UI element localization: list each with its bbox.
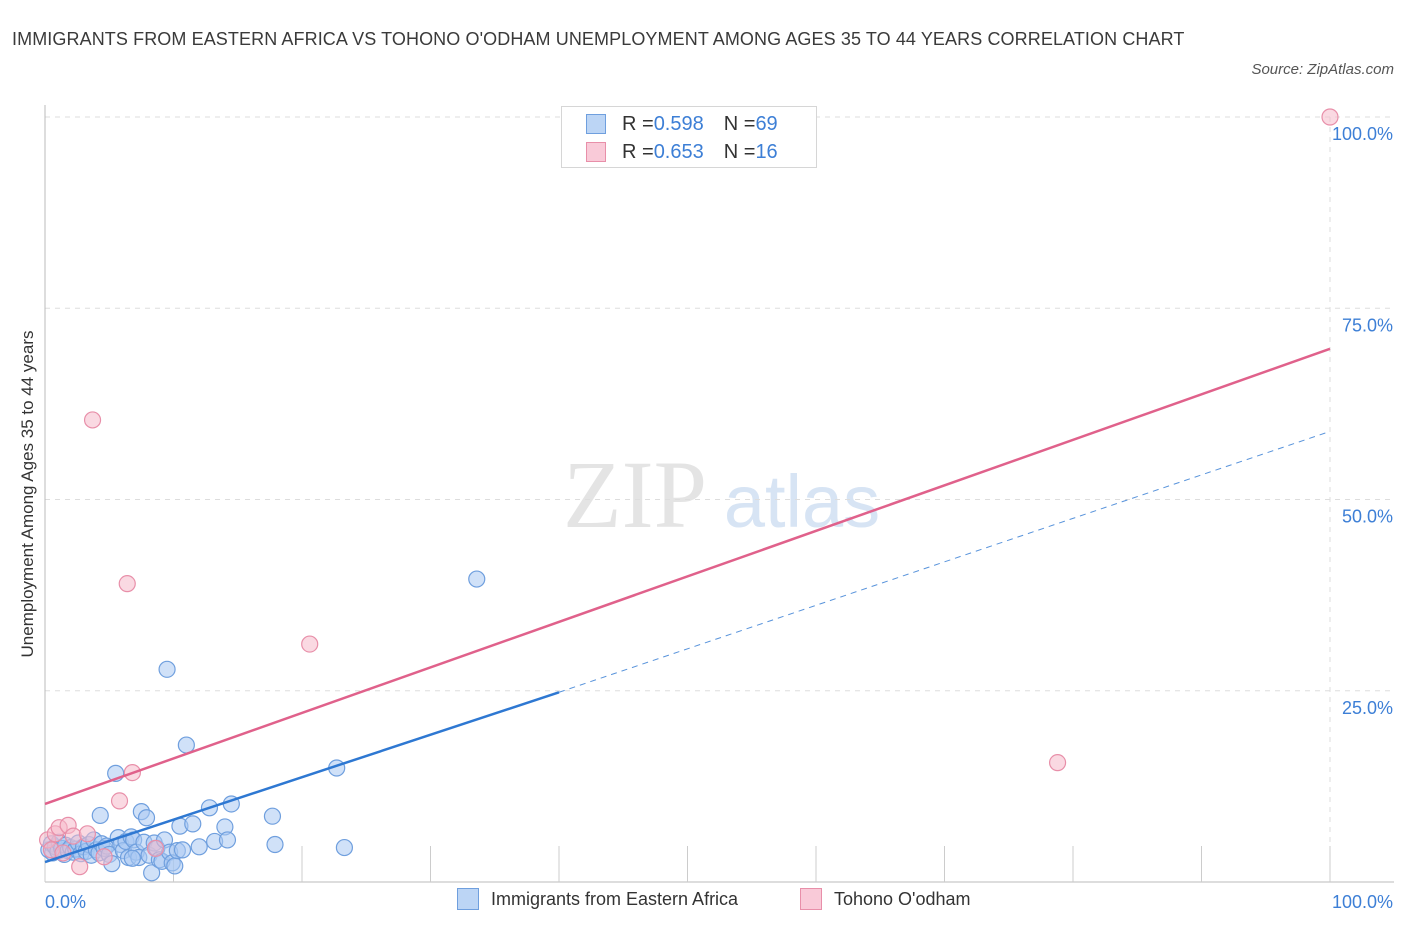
data-point xyxy=(71,858,89,876)
legend-swatch-pink xyxy=(586,142,606,162)
legend-n-value: 69 xyxy=(755,112,778,135)
data-point xyxy=(1321,108,1339,126)
legend-r-value: 0.598 xyxy=(653,112,704,135)
data-point xyxy=(137,809,156,827)
legend-item-tohono: Tohono O'odham xyxy=(800,888,971,910)
y-tick-label: 100.0% xyxy=(1332,124,1393,144)
data-point xyxy=(158,660,176,678)
data-point xyxy=(83,411,102,429)
data-point xyxy=(166,857,184,875)
legend-swatch-blue xyxy=(457,888,479,910)
legend-swatch-pink xyxy=(800,888,822,910)
legend-n-label: N = xyxy=(723,112,756,135)
legend-label: Immigrants from Eastern Africa xyxy=(491,888,739,909)
source-label: Source: ZipAtlas.com xyxy=(1251,61,1394,78)
legend-r-label: R = xyxy=(622,140,654,163)
trend-lines xyxy=(44,347,1331,864)
data-point xyxy=(91,806,109,825)
data-point xyxy=(78,825,97,843)
legend-n-label: N = xyxy=(723,140,756,163)
data-point xyxy=(173,841,192,859)
data-point xyxy=(110,792,129,810)
data-point xyxy=(263,807,282,825)
watermark-zip: ZIP xyxy=(563,441,707,548)
data-point xyxy=(95,848,113,866)
y-tick-label: 25.0% xyxy=(1342,698,1393,718)
y-tick-label: 75.0% xyxy=(1342,315,1393,335)
data-point xyxy=(118,575,136,593)
data-point xyxy=(1048,754,1067,772)
data-point xyxy=(184,815,202,833)
legend-item-eastern-africa: Immigrants from Eastern Africa xyxy=(457,888,738,910)
trend-line-eastern-africa xyxy=(44,691,560,864)
legend-r-label: R = xyxy=(622,112,654,135)
legend-n-value: 16 xyxy=(755,140,778,163)
legend-r-value: 0.653 xyxy=(653,140,704,163)
data-point xyxy=(468,570,486,588)
series-legend: Immigrants from Eastern Africa Tohono O'… xyxy=(0,888,1406,916)
axes xyxy=(44,105,1394,883)
legend-row-eastern-africa: R = 0.598 N = 69 xyxy=(586,110,778,138)
data-point xyxy=(64,827,82,845)
watermark: ZIP atlas xyxy=(563,441,880,548)
trend-line-eastern-africa-extension xyxy=(558,430,1331,693)
data-point xyxy=(218,831,237,849)
y-axis-label: Unemployment Among Ages 35 to 44 years xyxy=(18,331,37,658)
y-tick-label: 50.0% xyxy=(1342,507,1393,527)
data-point xyxy=(190,838,208,856)
data-point xyxy=(146,839,165,857)
legend-label: Tohono O'odham xyxy=(834,888,971,909)
data-point xyxy=(123,849,141,867)
legend-swatch-blue xyxy=(586,114,606,134)
x-tick-label: 0.0% xyxy=(45,892,86,912)
data-point xyxy=(335,838,354,857)
gridlines xyxy=(45,116,1394,882)
data-point xyxy=(266,835,284,854)
watermark-atlas: atlas xyxy=(724,460,880,543)
chart-title: IMMIGRANTS FROM EASTERN AFRICA VS TOHONO… xyxy=(12,29,1185,49)
data-point xyxy=(143,864,161,882)
trend-line-tohono xyxy=(44,347,1331,806)
x-tick-label: 100.0% xyxy=(1332,892,1393,912)
data-point xyxy=(301,635,319,653)
tick-labels: 25.0% 50.0% 75.0% 100.0% 0.0% 100.0% xyxy=(45,124,1393,912)
correlation-legend: R = 0.598 N = 69 R = 0.653 N = 16 xyxy=(561,106,817,168)
legend-row-tohono: R = 0.653 N = 16 xyxy=(586,138,778,166)
